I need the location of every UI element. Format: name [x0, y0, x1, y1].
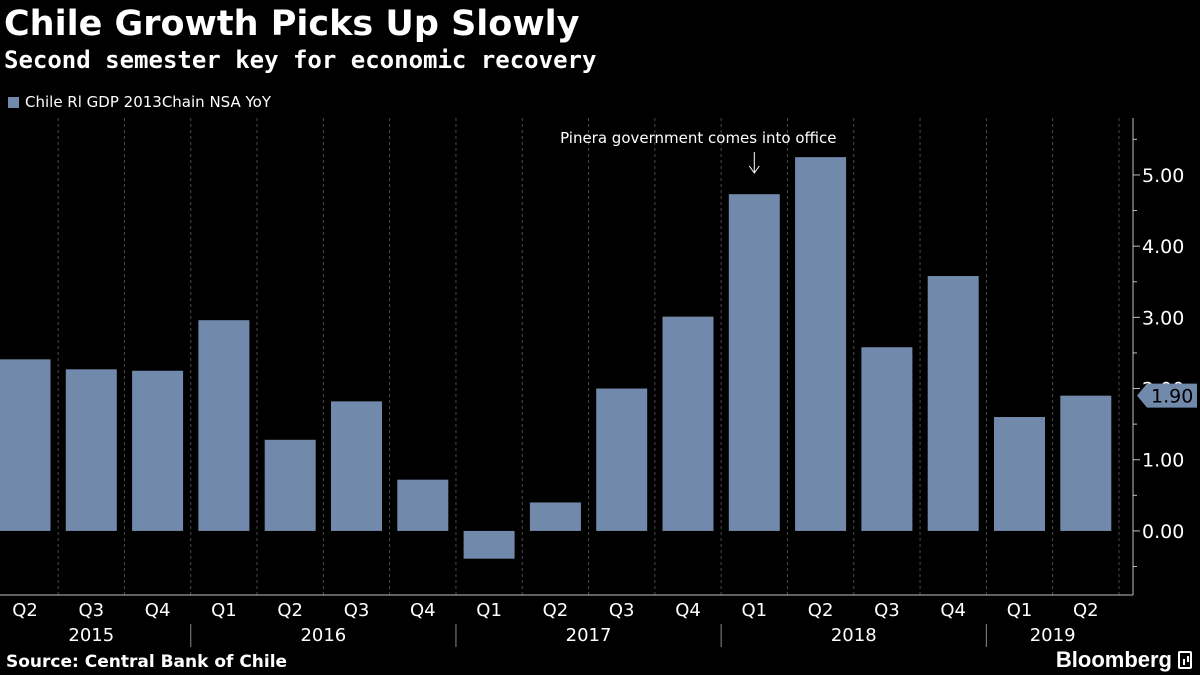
bar: [927, 276, 979, 531]
chart-title: Chile Growth Picks Up Slowly: [4, 4, 580, 44]
legend-swatch: [8, 96, 19, 108]
bar: [198, 320, 250, 531]
brand: Bloomberg: [1056, 646, 1192, 674]
x-tick-label: Q4: [940, 600, 966, 621]
y-tick-label: 5.00: [1142, 165, 1184, 187]
bar: [662, 316, 714, 531]
bar: [994, 417, 1045, 531]
bar: [795, 157, 847, 531]
x-tick-label: Q4: [145, 600, 171, 621]
x-tick-label: Q4: [410, 600, 436, 621]
bar: [861, 347, 913, 531]
bar: [65, 369, 117, 531]
x-tick-label: Q2: [808, 600, 834, 621]
y-tick-label: 0.00: [1142, 521, 1184, 543]
x-tick-label: Q1: [476, 600, 502, 621]
x-tick-label: Q2: [277, 600, 303, 621]
x-group-label: 2015: [68, 625, 114, 646]
x-tick-label: Q2: [1073, 600, 1099, 621]
chart-subtitle: Second semester key for economic recover…: [4, 46, 597, 74]
x-tick-label: Q3: [609, 600, 635, 621]
x-tick-label: Q1: [211, 600, 237, 621]
legend-label: Chile Rl GDP 2013Chain NSA YoY: [25, 93, 272, 111]
axis-layer: [0, 118, 1140, 647]
x-tick-label: Q2: [543, 600, 569, 621]
y-tick-label: 3.00: [1142, 307, 1184, 329]
bloomberg-chart-icon: [1178, 651, 1192, 669]
bar: [596, 388, 648, 531]
bar: [331, 401, 382, 531]
bar: [0, 359, 51, 531]
x-group-label: 2018: [831, 625, 877, 646]
x-group-label: 2019: [1030, 625, 1076, 646]
x-tick-label: Q2: [12, 600, 38, 621]
y-tick-label: 1.00: [1142, 450, 1184, 472]
bar: [397, 479, 449, 531]
bar: [264, 439, 316, 531]
x-group-label: 2017: [566, 625, 612, 646]
annotation-arrowhead: [748, 165, 760, 174]
source-note: Source: Central Bank of Chile: [6, 652, 288, 672]
x-tick-label: Q3: [344, 600, 370, 621]
x-tick-label: Q4: [675, 600, 701, 621]
grid-layer: [57, 118, 1120, 595]
x-tick-label: Q3: [78, 600, 104, 621]
x-tick-label: Q3: [874, 600, 900, 621]
bar: [463, 530, 515, 559]
last-value-label: 1.90: [1151, 386, 1193, 408]
brand-name: Bloomberg: [1055, 647, 1172, 672]
bar: [1060, 395, 1112, 531]
x-tick-label: Q1: [741, 600, 767, 621]
bar: [728, 194, 780, 531]
annotation-text: Pinera government comes into office: [560, 129, 836, 147]
y-tick-label: 4.00: [1142, 236, 1184, 258]
label-layer: 0.001.002.003.004.005.001.90Q2Q3Q4Q1Q2Q3…: [12, 129, 1197, 646]
legend: Chile Rl GDP 2013Chain NSA YoY: [8, 90, 271, 114]
x-group-label: 2016: [300, 625, 346, 646]
last-value-marker: [1137, 383, 1197, 408]
bar: [132, 370, 184, 531]
bar-layer: [0, 157, 1112, 559]
x-tick-label: Q1: [1007, 600, 1033, 621]
bar: [529, 502, 581, 531]
